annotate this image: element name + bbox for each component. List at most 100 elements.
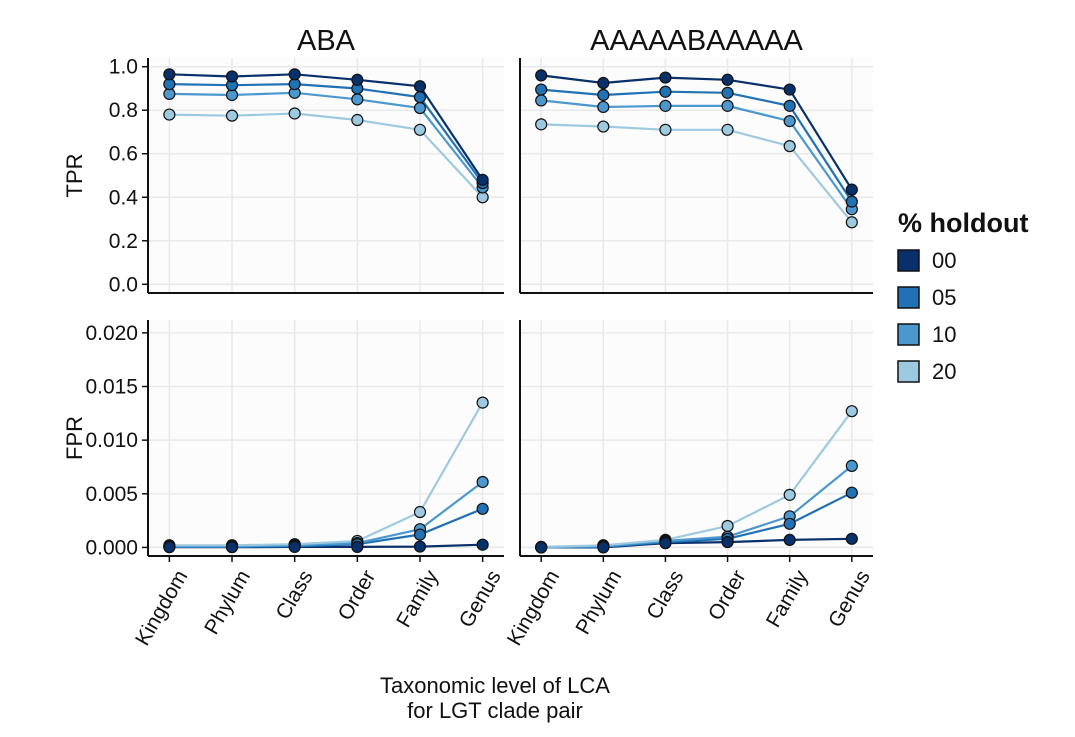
data-point-10	[476, 475, 489, 489]
x-tick-label: Genus	[455, 566, 506, 631]
data-point-05	[721, 86, 734, 99]
y-tick-label: 1.0	[109, 56, 138, 79]
y-tick-label: 0.2	[109, 230, 138, 253]
data-point-00	[225, 70, 239, 83]
x-axis-label-line1: Taxonomic level of LCA	[380, 673, 610, 698]
data-point-00	[597, 541, 610, 554]
data-point-20	[783, 488, 796, 501]
data-point-00	[351, 540, 364, 553]
legend-swatch-00	[897, 249, 920, 272]
data-point-05	[597, 88, 610, 102]
data-point-10	[413, 101, 427, 115]
panel-background	[520, 320, 873, 556]
x-tick-label: Phylum	[200, 566, 255, 638]
y-tick-label: 0.000	[85, 536, 138, 559]
x-axis-label-line2: for LGT clade pair	[407, 698, 583, 723]
x-tick-label: Family	[762, 566, 813, 631]
data-point-20	[163, 108, 176, 121]
y-tick-label: 0.010	[85, 429, 138, 452]
legend-label-05: 05	[932, 285, 956, 310]
data-point-00	[721, 73, 734, 86]
x-tick-label: Class	[642, 566, 688, 623]
data-point-20	[721, 123, 734, 136]
data-point-20	[783, 140, 796, 153]
data-point-20	[535, 118, 548, 131]
data-point-05	[783, 517, 796, 530]
series-line-05	[169, 82, 484, 184]
panel-background	[148, 58, 504, 293]
data-point-10	[597, 100, 610, 114]
y-tick-label: 0.015	[85, 376, 138, 399]
legend-swatch-10	[897, 323, 920, 346]
data-point-00	[163, 68, 176, 81]
legend-swatch-20	[897, 360, 920, 383]
panel-r1-c0: Kingdom Phylum Class Order Family Genus 0.000 0…	[85, 320, 506, 650]
x-tick-label: Kingdom	[503, 566, 564, 649]
legend: % holdout 00 05 10 20	[897, 208, 1028, 384]
data-point-05	[845, 195, 858, 208]
data-point-00	[535, 541, 548, 554]
data-point-05	[476, 502, 489, 515]
data-point-00	[783, 533, 796, 547]
panel-background	[148, 320, 504, 556]
data-point-10	[659, 99, 672, 112]
data-point-05	[659, 85, 672, 98]
y-tick-label: 0.0	[109, 273, 138, 296]
panel-r0-c1	[519, 58, 873, 294]
series-line-00	[169, 73, 484, 181]
data-point-10	[721, 99, 734, 112]
legend-label-20: 20	[932, 359, 956, 384]
y-axis-label-fpr: FPR	[62, 416, 87, 460]
data-point-05	[535, 83, 548, 96]
data-point-20	[413, 505, 427, 519]
data-point-00	[659, 71, 672, 84]
data-point-05	[413, 91, 427, 104]
data-point-00	[845, 532, 858, 545]
y-tick-label: 0.6	[109, 143, 138, 166]
legend-swatch-05	[897, 286, 920, 309]
data-point-10	[351, 93, 364, 106]
x-tick-label: Genus	[824, 566, 875, 631]
y-tick-label: 0.020	[85, 322, 138, 345]
data-point-20	[476, 396, 489, 409]
data-point-05	[413, 528, 427, 541]
legend-title: % holdout	[898, 208, 1028, 238]
data-point-00	[535, 69, 548, 82]
data-point-20	[659, 123, 672, 136]
data-point-10	[783, 115, 796, 128]
data-point-00	[225, 541, 239, 554]
data-point-00	[163, 541, 176, 554]
series-line-20	[169, 402, 484, 547]
series-line-05	[541, 88, 853, 203]
x-tick-label: Family	[392, 566, 443, 631]
data-point-00	[721, 535, 734, 549]
data-point-00	[659, 537, 672, 550]
data-point-20	[225, 109, 239, 122]
data-point-20	[597, 120, 610, 133]
data-point-20	[288, 107, 301, 120]
panel-r0-c0: 0.0 0.2 0.4 0.6 0.8 1.0	[109, 56, 504, 296]
y-tick-label: 0.005	[85, 483, 138, 506]
x-tick-label: Order	[334, 566, 381, 624]
data-point-00	[845, 183, 858, 196]
y-tick-label: 0.8	[109, 99, 138, 122]
data-point-00	[783, 83, 796, 96]
panel-r1-c1: Kingdom Phylum Class Order Family Genus	[503, 320, 875, 650]
data-point-00	[476, 173, 489, 186]
x-tick-label: Order	[704, 566, 751, 624]
legend-label-00: 00	[932, 248, 956, 273]
data-point-00	[476, 538, 489, 551]
data-point-00	[351, 73, 364, 86]
series-line-20	[169, 112, 484, 199]
legend-label-10: 10	[932, 322, 956, 347]
data-point-20	[721, 519, 734, 533]
series-line-20	[541, 123, 853, 223]
data-point-05	[845, 486, 858, 499]
x-tick-label: Kingdom	[131, 566, 192, 649]
y-axis-label-tpr: TPR	[62, 154, 87, 198]
data-point-05	[783, 99, 796, 112]
series-line-10	[169, 91, 484, 189]
data-point-20	[845, 405, 858, 418]
data-point-20	[413, 123, 427, 136]
